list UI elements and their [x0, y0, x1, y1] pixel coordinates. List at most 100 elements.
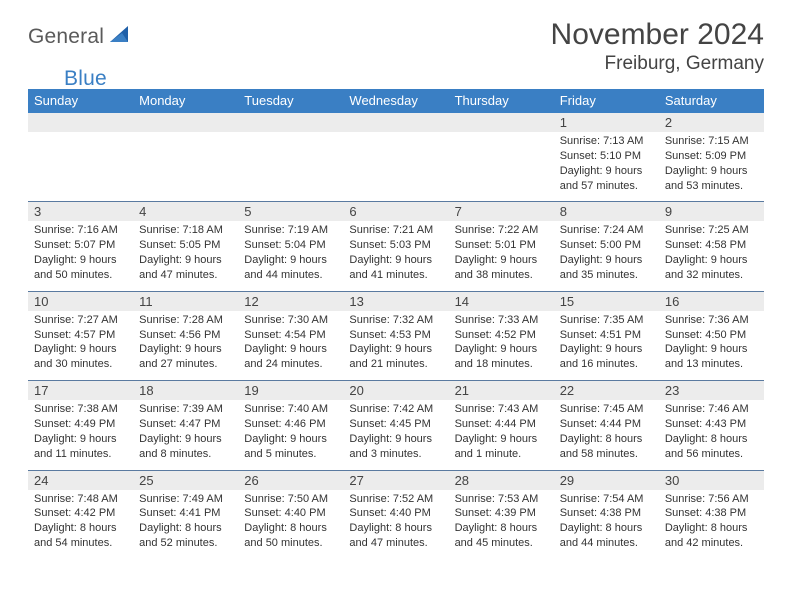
- day-number-cell: 26: [238, 470, 343, 490]
- sunrise-text: Sunrise: 7:45 AM: [560, 402, 653, 417]
- day-content-cell: Sunrise: 7:46 AMSunset: 4:43 PMDaylight:…: [659, 400, 764, 470]
- day-number-row: 12: [28, 113, 764, 132]
- weekday-header: Wednesday: [343, 89, 448, 113]
- daylight-text: Daylight: 8 hours and 56 minutes.: [665, 432, 758, 462]
- day-content-cell: Sunrise: 7:19 AMSunset: 5:04 PMDaylight:…: [238, 221, 343, 291]
- calendar-page: General November 2024 Freiburg, Germany …: [0, 0, 792, 559]
- daylight-text: Daylight: 9 hours and 47 minutes.: [139, 253, 232, 283]
- calendar-table: Sunday Monday Tuesday Wednesday Thursday…: [28, 89, 764, 559]
- sunset-text: Sunset: 4:45 PM: [349, 417, 442, 432]
- sunset-text: Sunset: 5:04 PM: [244, 238, 337, 253]
- day-content-cell: Sunrise: 7:54 AMSunset: 4:38 PMDaylight:…: [554, 490, 659, 559]
- day-content-row: Sunrise: 7:16 AMSunset: 5:07 PMDaylight:…: [28, 221, 764, 291]
- day-content-cell: Sunrise: 7:35 AMSunset: 4:51 PMDaylight:…: [554, 311, 659, 381]
- daylight-text: Daylight: 9 hours and 5 minutes.: [244, 432, 337, 462]
- day-number-cell: [238, 113, 343, 132]
- sunrise-text: Sunrise: 7:50 AM: [244, 492, 337, 507]
- daylight-text: Daylight: 8 hours and 58 minutes.: [560, 432, 653, 462]
- daylight-text: Daylight: 9 hours and 41 minutes.: [349, 253, 442, 283]
- day-content-cell: Sunrise: 7:15 AMSunset: 5:09 PMDaylight:…: [659, 132, 764, 202]
- sunrise-text: Sunrise: 7:27 AM: [34, 313, 127, 328]
- daylight-text: Daylight: 8 hours and 47 minutes.: [349, 521, 442, 551]
- day-content-cell: Sunrise: 7:32 AMSunset: 4:53 PMDaylight:…: [343, 311, 448, 381]
- day-number-cell: 15: [554, 291, 659, 311]
- daylight-text: Daylight: 8 hours and 54 minutes.: [34, 521, 127, 551]
- sunrise-text: Sunrise: 7:42 AM: [349, 402, 442, 417]
- day-number-cell: 17: [28, 381, 133, 401]
- sunrise-text: Sunrise: 7:33 AM: [455, 313, 548, 328]
- sunset-text: Sunset: 4:49 PM: [34, 417, 127, 432]
- day-content-row: Sunrise: 7:13 AMSunset: 5:10 PMDaylight:…: [28, 132, 764, 202]
- weekday-header: Tuesday: [238, 89, 343, 113]
- sunrise-text: Sunrise: 7:56 AM: [665, 492, 758, 507]
- sunrise-text: Sunrise: 7:32 AM: [349, 313, 442, 328]
- sunset-text: Sunset: 4:38 PM: [665, 506, 758, 521]
- sunrise-text: Sunrise: 7:21 AM: [349, 223, 442, 238]
- day-content-cell: Sunrise: 7:49 AMSunset: 4:41 PMDaylight:…: [133, 490, 238, 559]
- weekday-header: Sunday: [28, 89, 133, 113]
- sunset-text: Sunset: 5:01 PM: [455, 238, 548, 253]
- daylight-text: Daylight: 9 hours and 53 minutes.: [665, 164, 758, 194]
- day-content-cell: Sunrise: 7:45 AMSunset: 4:44 PMDaylight:…: [554, 400, 659, 470]
- sunrise-text: Sunrise: 7:22 AM: [455, 223, 548, 238]
- daylight-text: Daylight: 9 hours and 38 minutes.: [455, 253, 548, 283]
- day-content-cell: Sunrise: 7:39 AMSunset: 4:47 PMDaylight:…: [133, 400, 238, 470]
- weekday-header-row: Sunday Monday Tuesday Wednesday Thursday…: [28, 89, 764, 113]
- sunset-text: Sunset: 5:05 PM: [139, 238, 232, 253]
- sunset-text: Sunset: 4:50 PM: [665, 328, 758, 343]
- day-content-cell: [238, 132, 343, 202]
- sunset-text: Sunset: 5:00 PM: [560, 238, 653, 253]
- sunrise-text: Sunrise: 7:43 AM: [455, 402, 548, 417]
- day-number-cell: 20: [343, 381, 448, 401]
- daylight-text: Daylight: 9 hours and 44 minutes.: [244, 253, 337, 283]
- logo-text-part2: Blue: [64, 67, 107, 91]
- daylight-text: Daylight: 9 hours and 24 minutes.: [244, 342, 337, 372]
- sunset-text: Sunset: 4:43 PM: [665, 417, 758, 432]
- sunset-text: Sunset: 4:44 PM: [560, 417, 653, 432]
- day-content-cell: Sunrise: 7:21 AMSunset: 5:03 PMDaylight:…: [343, 221, 448, 291]
- day-number-row: 24252627282930: [28, 470, 764, 490]
- sunrise-text: Sunrise: 7:19 AM: [244, 223, 337, 238]
- sunset-text: Sunset: 4:57 PM: [34, 328, 127, 343]
- day-number-cell: 1: [554, 113, 659, 132]
- sunrise-text: Sunrise: 7:16 AM: [34, 223, 127, 238]
- day-number-cell: 24: [28, 470, 133, 490]
- sunset-text: Sunset: 4:40 PM: [349, 506, 442, 521]
- sunrise-text: Sunrise: 7:25 AM: [665, 223, 758, 238]
- day-number-cell: 6: [343, 202, 448, 222]
- day-number-cell: 25: [133, 470, 238, 490]
- day-number-cell: 2: [659, 113, 764, 132]
- day-content-cell: Sunrise: 7:56 AMSunset: 4:38 PMDaylight:…: [659, 490, 764, 559]
- day-number-cell: [343, 113, 448, 132]
- day-number-cell: 3: [28, 202, 133, 222]
- day-number-cell: 13: [343, 291, 448, 311]
- daylight-text: Daylight: 9 hours and 57 minutes.: [560, 164, 653, 194]
- sunset-text: Sunset: 4:53 PM: [349, 328, 442, 343]
- sunrise-text: Sunrise: 7:52 AM: [349, 492, 442, 507]
- day-number-cell: 14: [449, 291, 554, 311]
- day-content-cell: [28, 132, 133, 202]
- daylight-text: Daylight: 9 hours and 30 minutes.: [34, 342, 127, 372]
- daylight-text: Daylight: 8 hours and 45 minutes.: [455, 521, 548, 551]
- day-number-cell: 23: [659, 381, 764, 401]
- day-content-cell: Sunrise: 7:18 AMSunset: 5:05 PMDaylight:…: [133, 221, 238, 291]
- day-content-cell: Sunrise: 7:38 AMSunset: 4:49 PMDaylight:…: [28, 400, 133, 470]
- day-content-cell: Sunrise: 7:30 AMSunset: 4:54 PMDaylight:…: [238, 311, 343, 381]
- day-number-cell: 16: [659, 291, 764, 311]
- sunset-text: Sunset: 4:51 PM: [560, 328, 653, 343]
- day-number-cell: 28: [449, 470, 554, 490]
- sunrise-text: Sunrise: 7:49 AM: [139, 492, 232, 507]
- day-content-cell: Sunrise: 7:48 AMSunset: 4:42 PMDaylight:…: [28, 490, 133, 559]
- day-number-cell: [449, 113, 554, 132]
- sunset-text: Sunset: 4:42 PM: [34, 506, 127, 521]
- day-number-cell: [133, 113, 238, 132]
- month-title: November 2024: [551, 18, 764, 51]
- sunset-text: Sunset: 4:41 PM: [139, 506, 232, 521]
- day-content-cell: Sunrise: 7:22 AMSunset: 5:01 PMDaylight:…: [449, 221, 554, 291]
- day-content-row: Sunrise: 7:27 AMSunset: 4:57 PMDaylight:…: [28, 311, 764, 381]
- weekday-header: Monday: [133, 89, 238, 113]
- sunset-text: Sunset: 4:58 PM: [665, 238, 758, 253]
- day-content-row: Sunrise: 7:48 AMSunset: 4:42 PMDaylight:…: [28, 490, 764, 559]
- location: Freiburg, Germany: [551, 53, 764, 75]
- day-content-cell: Sunrise: 7:53 AMSunset: 4:39 PMDaylight:…: [449, 490, 554, 559]
